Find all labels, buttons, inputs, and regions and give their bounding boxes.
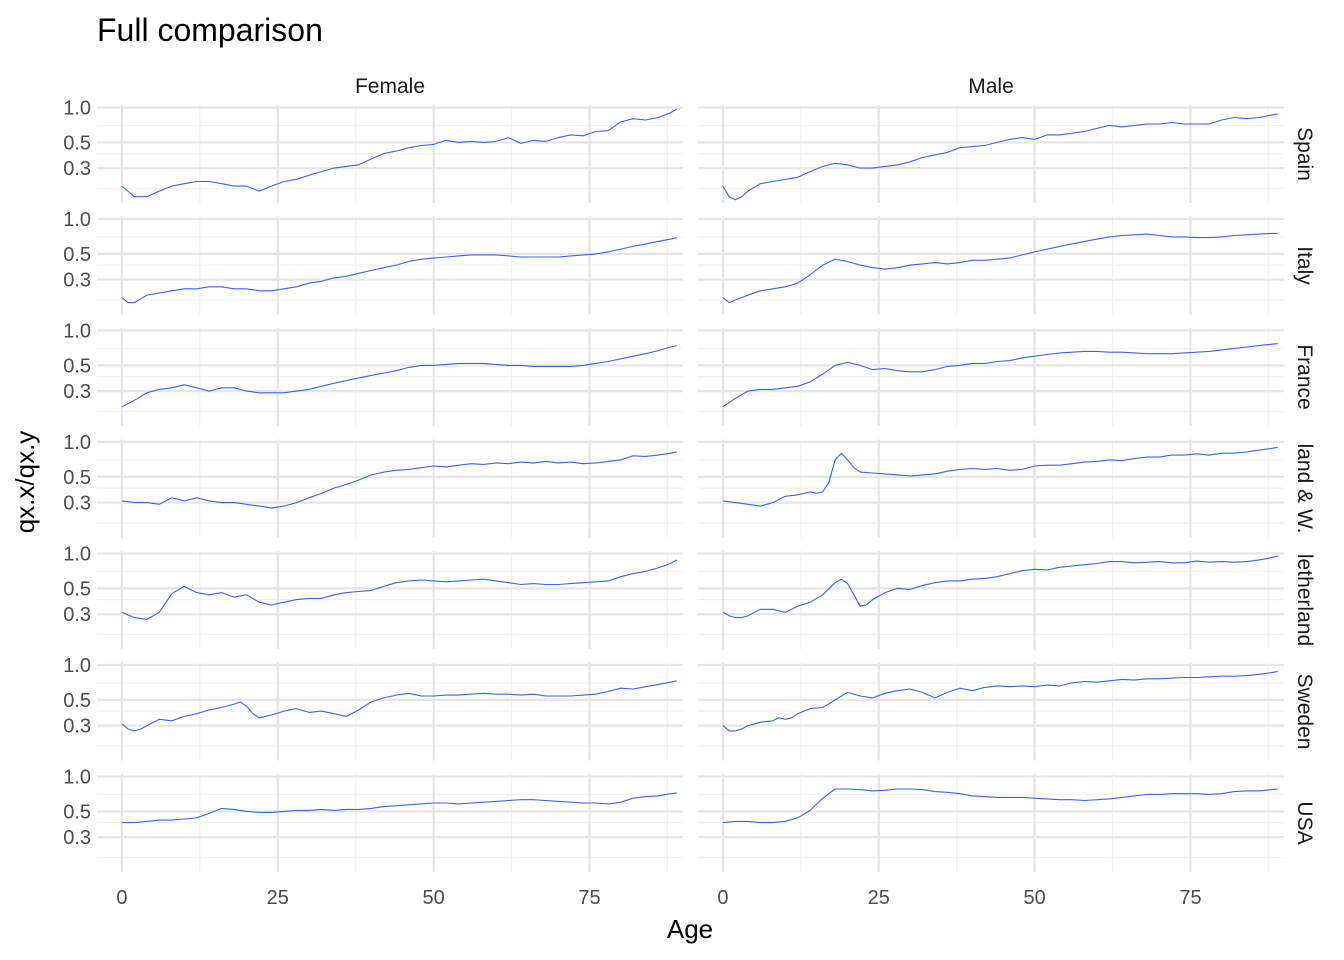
panel-sweden-male: [698, 662, 1284, 761]
series-line: [722, 555, 1278, 619]
panels-layer: 0.3 0.5 1.0 Spain 0.3 0.5 1.0 Italy 0.3 0.5 1.0 Fra…: [63, 75, 1316, 909]
panel-spain-female: [97, 105, 683, 203]
y-tick-label: 0.5: [63, 244, 91, 266]
y-tick-label: 1.0: [63, 543, 91, 565]
y-tick-label: 1.0: [63, 432, 91, 454]
y-axis-label: qx.x/qx.y: [10, 431, 40, 534]
panel-usa-female: [97, 774, 683, 872]
x-tick-label: 25: [868, 887, 890, 909]
row-strip-label: France: [1293, 344, 1316, 409]
row-strip: Sweden: [1293, 674, 1316, 750]
panel-land-w--male: [698, 439, 1284, 538]
x-tick-label: 0: [717, 887, 728, 909]
series-line: [722, 670, 1278, 732]
y-tick-label: 0.5: [63, 578, 91, 600]
chart-title: Full comparison: [97, 12, 323, 48]
y-tick-label: 1.0: [63, 97, 91, 119]
series-line: [121, 680, 677, 732]
series-line: [121, 108, 678, 198]
panel-usa-male: [698, 774, 1284, 872]
y-tick-label: 0.5: [63, 355, 91, 377]
panel-italy-male: [698, 216, 1284, 315]
x-tick-label: 50: [1024, 887, 1046, 909]
y-tick-label: 0.5: [63, 801, 91, 823]
row-strip-label: land & W.: [1293, 444, 1316, 534]
x-tick-label: 75: [1179, 887, 1201, 909]
row-strip-label: Italy: [1293, 246, 1316, 285]
row-strip: Italy: [1293, 246, 1316, 285]
x-axis-label: Age: [667, 914, 713, 944]
y-tick-label: 1.0: [63, 655, 91, 677]
y-tick-label: 1.0: [63, 766, 91, 788]
y-tick-label: 0.5: [63, 132, 91, 154]
panel-sweden-female: [97, 662, 683, 761]
series-line: [121, 559, 678, 620]
series-line: [722, 343, 1278, 408]
row-strip: France: [1293, 344, 1316, 409]
y-tick-label: 0.3: [63, 493, 91, 515]
row-strip: letherland: [1293, 554, 1316, 646]
series-line: [121, 451, 677, 509]
y-tick-label: 0.3: [63, 381, 91, 403]
series-line: [121, 792, 677, 824]
row-strip: USA: [1293, 801, 1316, 844]
series-line: [121, 345, 677, 408]
y-tick-label: 0.3: [63, 270, 91, 292]
y-tick-label: 0.3: [63, 827, 91, 849]
row-strip-label: Spain: [1293, 127, 1316, 181]
y-tick-label: 1.0: [63, 209, 91, 231]
y-tick-label: 0.5: [63, 467, 91, 489]
column-strip-label: Female: [355, 75, 425, 98]
series-line: [121, 237, 677, 304]
y-tick-label: 1.0: [63, 320, 91, 342]
x-tick-label: 50: [423, 887, 445, 909]
x-tick-label: 75: [578, 887, 600, 909]
row-strip: Spain: [1293, 127, 1316, 181]
x-tick-label: 25: [267, 887, 289, 909]
panel-letherland-male: [698, 551, 1284, 649]
panel-france-male: [698, 328, 1284, 426]
panel-letherland-female: [97, 551, 683, 649]
y-tick-label: 0.3: [63, 716, 91, 738]
column-strip-label: Male: [968, 75, 1014, 98]
series-line: [722, 788, 1278, 824]
row-strip: land & W.: [1293, 444, 1316, 534]
panel-spain-male: [698, 105, 1284, 203]
panel-land-w--female: [97, 439, 683, 538]
row-strip-label: Sweden: [1293, 674, 1316, 750]
panel-france-female: [97, 328, 683, 426]
y-tick-label: 0.3: [63, 604, 91, 626]
series-line: [722, 446, 1278, 507]
row-strip-label: letherland: [1293, 554, 1316, 646]
y-tick-label: 0.3: [63, 158, 91, 180]
row-strip-label: USA: [1293, 801, 1316, 844]
series-line: [722, 113, 1278, 201]
x-tick-label: 0: [116, 887, 127, 909]
y-tick-label: 0.5: [63, 690, 91, 712]
series-line: [722, 232, 1278, 304]
panel-italy-female: [97, 216, 683, 315]
